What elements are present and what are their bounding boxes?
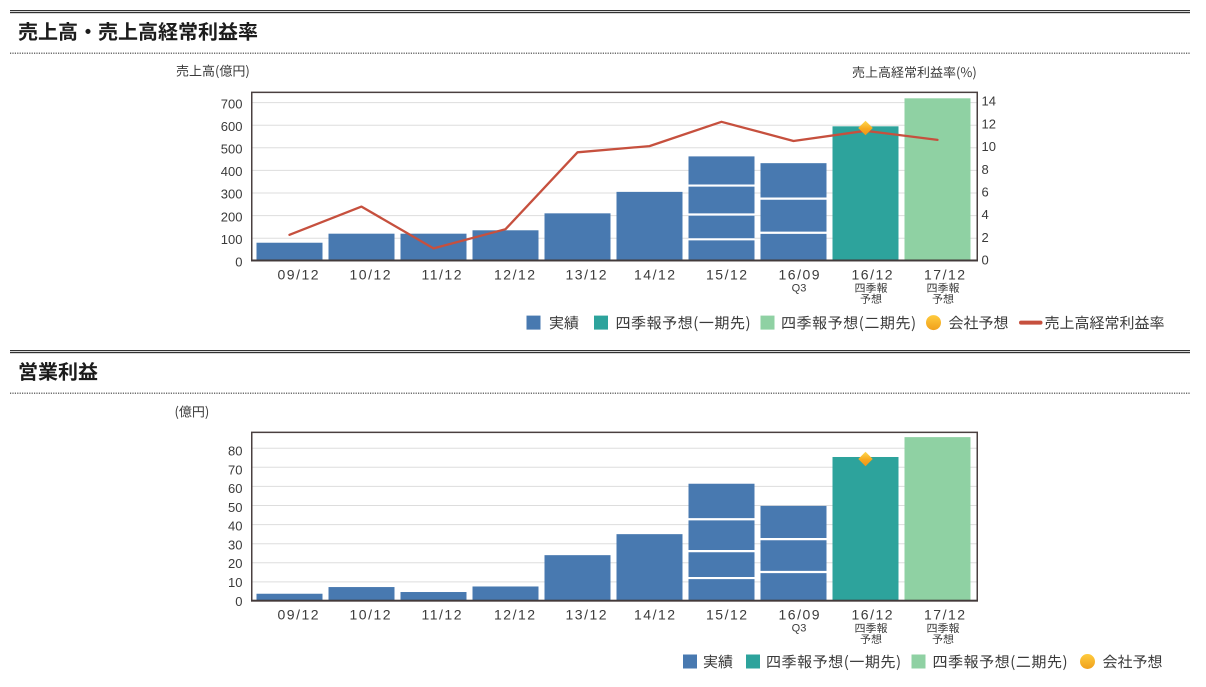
- svg-text:10/12: 10/12: [350, 266, 393, 282]
- svg-text:200: 200: [221, 209, 243, 224]
- svg-text:14/12: 14/12: [634, 266, 677, 282]
- svg-text:10/12: 10/12: [350, 607, 393, 623]
- svg-text:16/09: 16/09: [779, 266, 822, 282]
- svg-text:0: 0: [235, 594, 242, 609]
- svg-text:12/12: 12/12: [494, 266, 537, 282]
- svg-text:14/12: 14/12: [634, 607, 677, 623]
- svg-text:11/12: 11/12: [422, 607, 464, 623]
- svg-text:Q3: Q3: [792, 283, 807, 295]
- svg-text:10: 10: [228, 575, 242, 590]
- svg-text:700: 700: [221, 96, 243, 111]
- svg-text:16/09: 16/09: [779, 607, 822, 623]
- svg-text:15/12: 15/12: [706, 266, 749, 282]
- svg-text:60: 60: [228, 481, 242, 496]
- svg-text:50: 50: [228, 500, 242, 515]
- svg-text:17/12: 17/12: [924, 266, 967, 282]
- svg-text:0: 0: [982, 253, 989, 268]
- svg-text:15/12: 15/12: [706, 607, 749, 623]
- svg-text:13/12: 13/12: [566, 266, 609, 282]
- svg-text:10: 10: [982, 139, 996, 154]
- svg-text:500: 500: [221, 141, 243, 156]
- svg-text:0: 0: [235, 254, 242, 269]
- svg-text:16/12: 16/12: [852, 266, 895, 282]
- svg-text:09/12: 09/12: [278, 607, 321, 623]
- svg-text:2: 2: [982, 230, 989, 245]
- svg-text:09/12: 09/12: [278, 266, 321, 282]
- svg-text:40: 40: [228, 519, 242, 534]
- svg-text:80: 80: [228, 444, 242, 459]
- svg-text:17/12: 17/12: [924, 607, 967, 623]
- svg-text:12/12: 12/12: [494, 607, 537, 623]
- svg-text:8: 8: [982, 162, 989, 177]
- svg-text:30: 30: [228, 537, 242, 552]
- svg-text:16/12: 16/12: [852, 607, 895, 623]
- svg-text:Q3: Q3: [792, 623, 807, 635]
- svg-text:14: 14: [982, 94, 996, 109]
- svg-text:100: 100: [221, 232, 243, 247]
- svg-text:6: 6: [982, 184, 989, 199]
- svg-text:300: 300: [221, 187, 243, 202]
- svg-text:20: 20: [228, 556, 242, 571]
- svg-text:600: 600: [221, 119, 243, 134]
- svg-text:70: 70: [228, 462, 242, 477]
- svg-text:12: 12: [982, 116, 996, 131]
- svg-text:13/12: 13/12: [566, 607, 609, 623]
- svg-text:11/12: 11/12: [422, 266, 464, 282]
- svg-text:400: 400: [221, 164, 243, 179]
- svg-text:4: 4: [982, 207, 989, 222]
